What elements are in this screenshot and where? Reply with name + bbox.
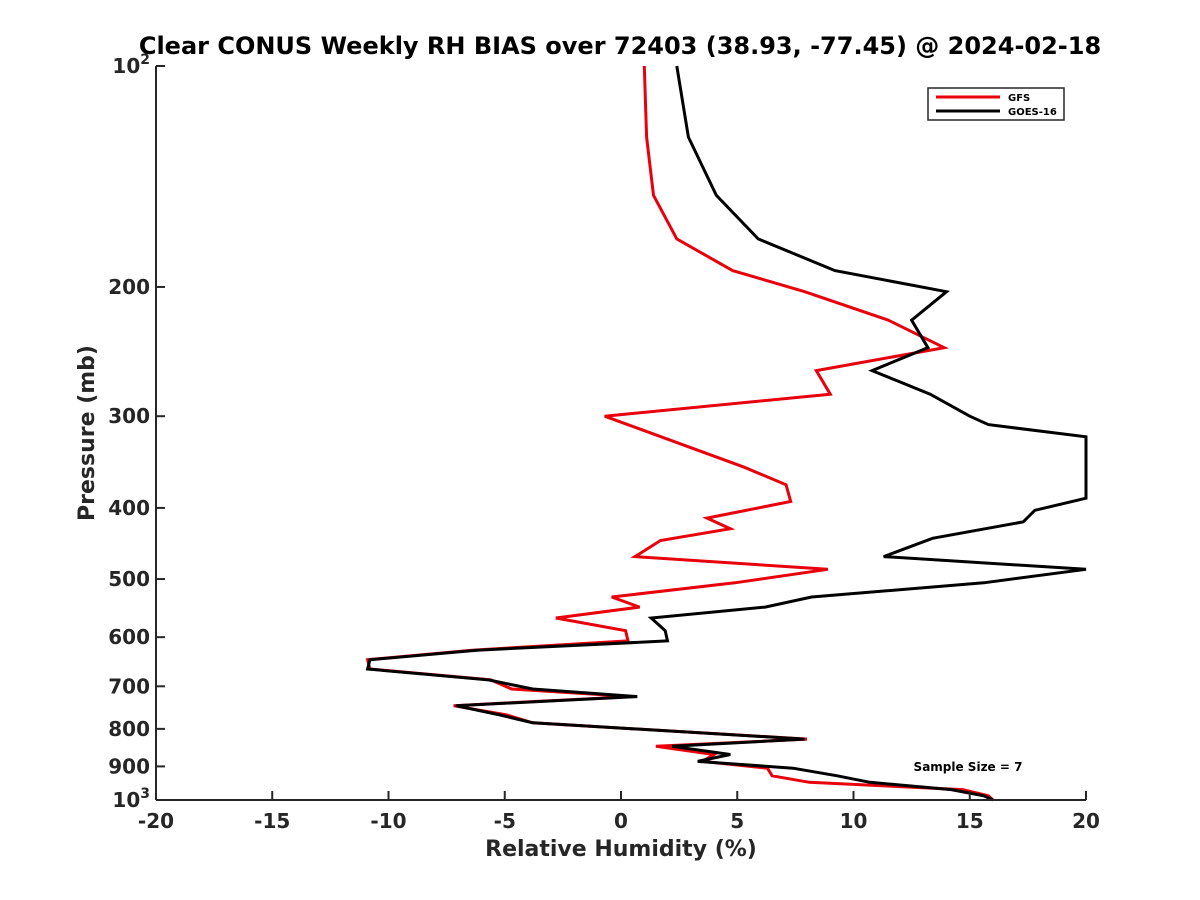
- x-tick-label: -10: [370, 809, 406, 833]
- x-tick-label: 10: [840, 809, 868, 833]
- legend-box: [927, 87, 1065, 121]
- y-tick-label: 800: [108, 717, 150, 741]
- x-axis-label: Relative Humidity (%): [485, 837, 757, 862]
- legend-label: GOES-16: [1008, 107, 1057, 118]
- series-line-goes-16: [365, 65, 1088, 802]
- x-tick-label: 5: [730, 809, 744, 833]
- legend: GFS GOES-16: [927, 87, 1065, 121]
- series-line-gfs: [365, 65, 994, 802]
- x-tick-label: -20: [138, 809, 174, 833]
- y-axis-label: Pressure (mb): [75, 345, 100, 521]
- x-tick-label: -15: [254, 809, 290, 833]
- y-tick-label: 900: [108, 754, 150, 778]
- axes-layer: -20 -15 -10 -5 0 5 10 15 20 102 200 300 400 500 600 700…: [108, 52, 1100, 833]
- legend-label: GFS: [1008, 93, 1030, 104]
- y-tick-label: 102: [112, 52, 150, 78]
- y-tick-label: 300: [108, 404, 150, 428]
- x-tick-label: 0: [614, 809, 628, 833]
- series-layer: [365, 65, 1088, 802]
- x-tick-label: 20: [1072, 809, 1100, 833]
- y-tick-label: 500: [108, 567, 150, 591]
- y-tick-label: 103: [112, 786, 150, 812]
- chart-title: Clear CONUS Weekly RH BIAS over 72403 (3…: [139, 32, 1101, 60]
- x-tick-label: -5: [494, 809, 516, 833]
- sample-size-annotation: Sample Size = 7: [914, 760, 1023, 774]
- x-tick-label: 15: [956, 809, 984, 833]
- y-tick-label: 600: [108, 625, 150, 649]
- y-tick-label: 400: [108, 496, 150, 520]
- y-tick-label: 200: [108, 275, 150, 299]
- y-tick-label: 700: [108, 674, 150, 698]
